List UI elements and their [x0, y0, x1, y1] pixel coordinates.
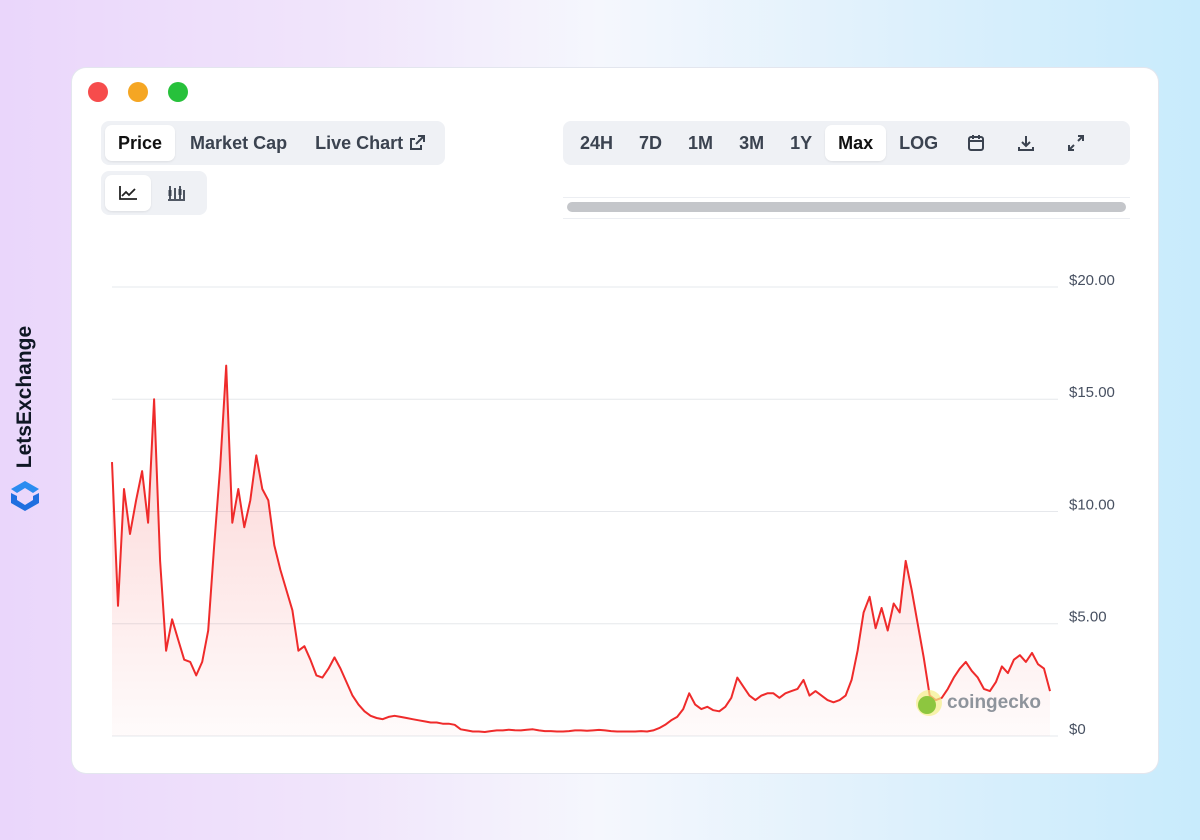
chart-style-group	[101, 171, 207, 215]
y-tick-label: $0	[1069, 721, 1086, 738]
tab[interactable]: Market Cap	[190, 132, 288, 153]
y-tick-label: $15.00	[1069, 384, 1115, 401]
download-button[interactable]	[1001, 125, 1051, 161]
external-icon	[410, 135, 426, 150]
range-button[interactable]: 1Y	[790, 132, 813, 153]
log-button[interactable]: LOG	[899, 132, 939, 153]
close-button[interactable]	[88, 82, 108, 102]
candle-style-button[interactable]	[153, 175, 199, 211]
range-button[interactable]: 7D	[639, 132, 663, 153]
tab[interactable]: Price	[105, 125, 176, 161]
line-style-button[interactable]	[105, 175, 151, 211]
calendar-button[interactable]	[951, 125, 1001, 161]
scrollbar[interactable]	[563, 197, 1130, 219]
range-button[interactable]: 1M	[688, 132, 714, 153]
fullscreen-button[interactable]	[1051, 125, 1101, 161]
price-line	[111, 364, 1051, 733]
area-fill	[112, 365, 1050, 736]
tab-label: Live Chart	[315, 132, 404, 153]
range-button[interactable]: 24H	[580, 132, 614, 153]
scrollbar-thumb[interactable]	[567, 202, 1126, 212]
y-tick-label: $10.00	[1069, 496, 1115, 513]
range-button[interactable]: Max	[825, 125, 887, 161]
minimize-button[interactable]	[128, 82, 148, 102]
range-group: 24H 7D 1M 3M 1Y Max LOG	[563, 121, 1130, 165]
range-button[interactable]: 3M	[739, 132, 765, 153]
watermark-text: coingecko	[947, 692, 1041, 713]
y-tick-label: $5.00	[1069, 609, 1107, 626]
maximize-button[interactable]	[168, 82, 188, 102]
tab[interactable]: Live Chart	[302, 125, 439, 161]
watermark: coingecko	[914, 688, 1041, 718]
tab-group: Price Market Cap Live Chart	[101, 121, 445, 165]
y-tick-label: $20.00	[1069, 272, 1115, 289]
brand-logo	[11, 481, 39, 511]
